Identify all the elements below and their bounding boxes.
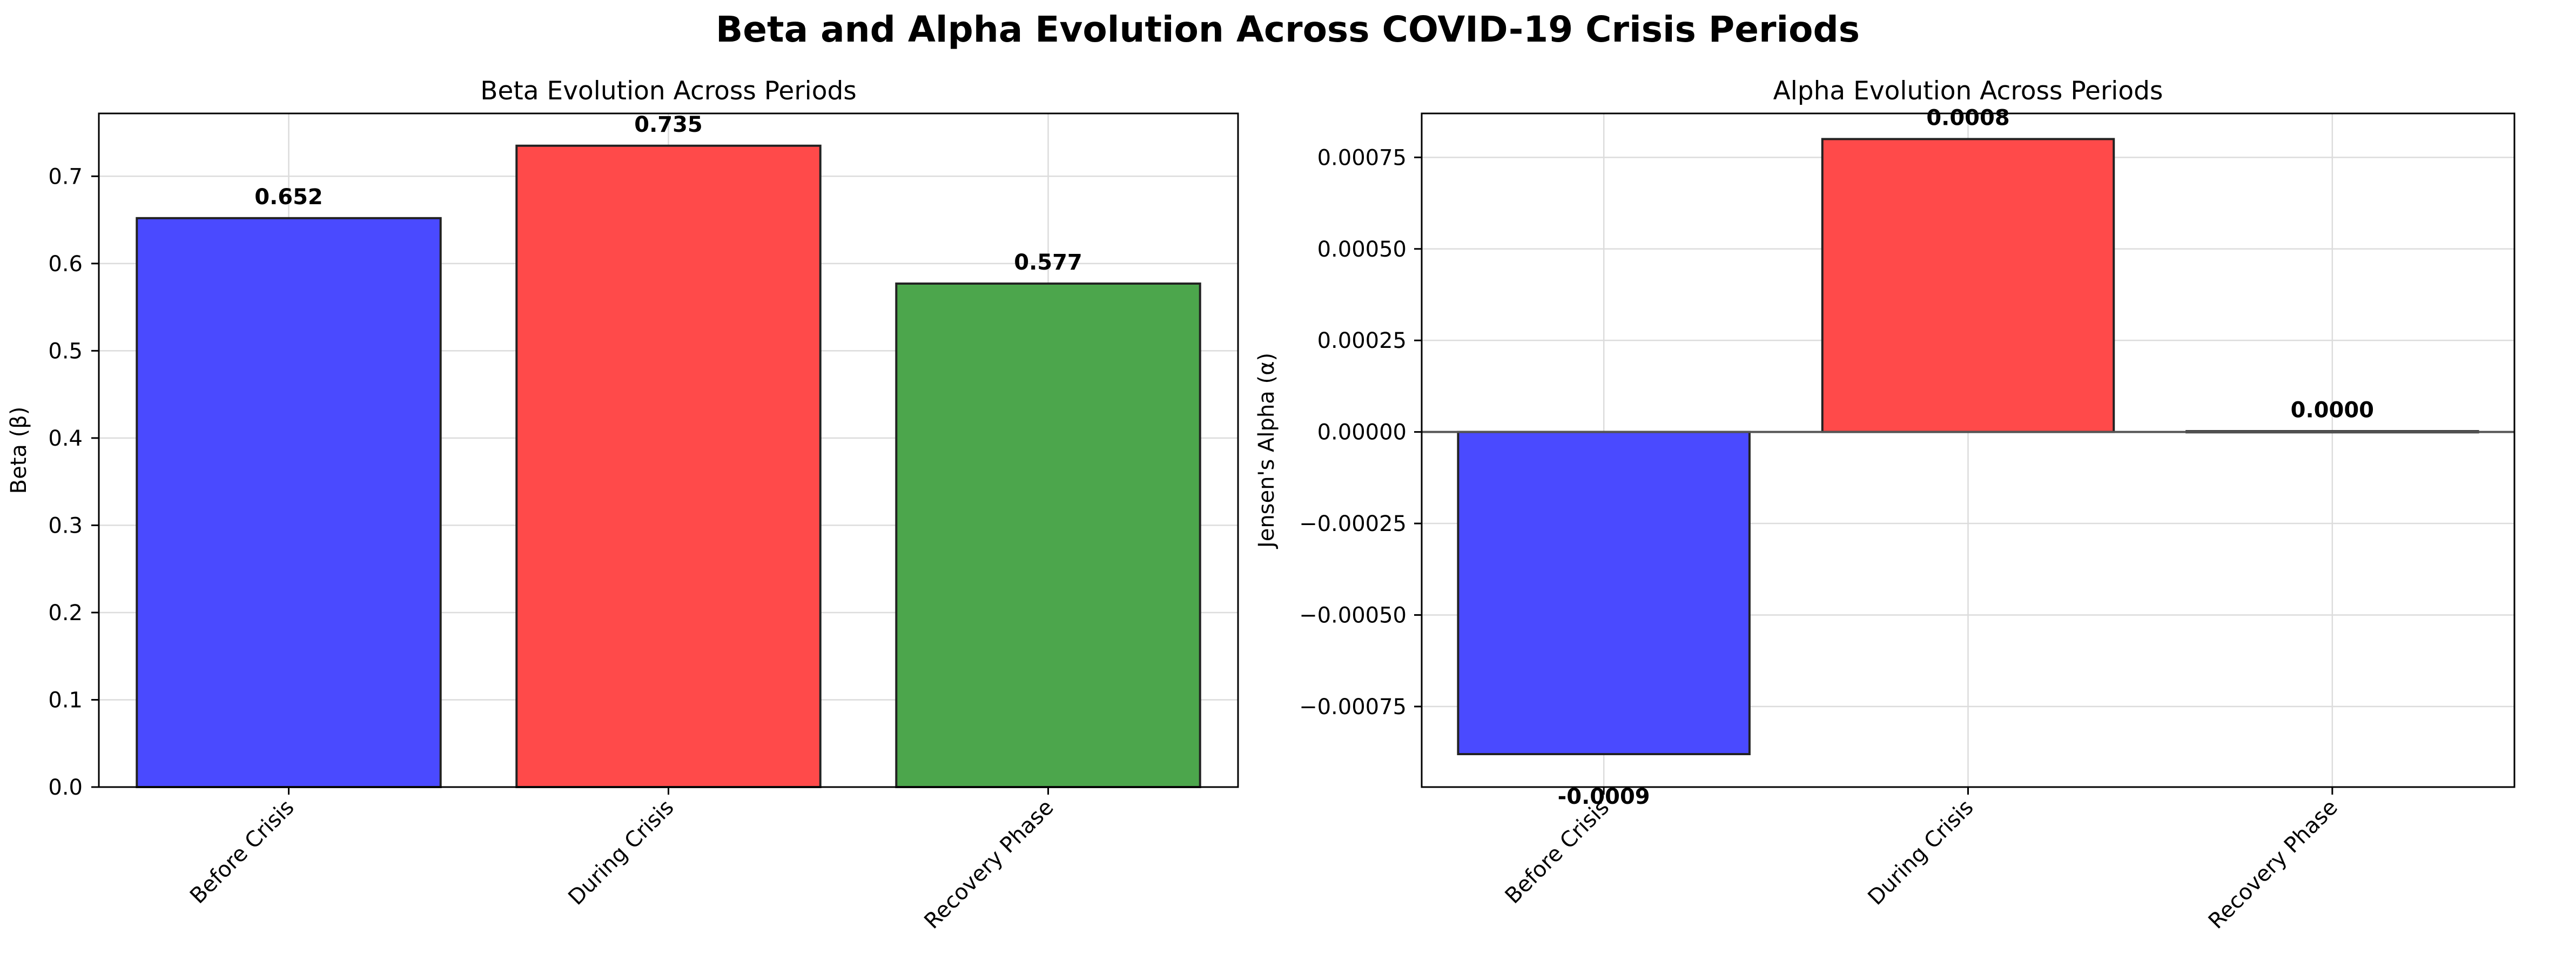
alpha-subplot-title: Alpha Evolution Across Periods [1773,76,2163,106]
bar-during-crisis [1821,138,2115,433]
y-tick-label: 0.7 [48,164,83,189]
bar-recovery-phase [895,282,1201,788]
y-tick-label: 0.4 [48,426,83,451]
value-label: 0.735 [634,112,703,137]
value-label: 0.0000 [2291,398,2374,422]
y-tick-label: 0.3 [48,513,83,538]
y-tick-label: 0.00075 [1317,145,1407,170]
y-tick-label: −0.00075 [1299,695,1407,720]
value-label: 0.577 [1014,250,1082,275]
y-tick-label: −0.00050 [1299,603,1407,628]
y-tick-label: 0.5 [48,339,83,364]
beta-subplot-title: Beta Evolution Across Periods [480,76,857,106]
y-tick-label: −0.00025 [1299,512,1407,536]
bar-before-crisis [1457,431,1751,756]
y-tick-label: 0.00050 [1317,237,1407,262]
value-label: 0.652 [254,185,323,210]
y-tick-label: 0.2 [48,601,83,626]
y-tick-label: 0.00025 [1317,328,1407,353]
y-tick-label: 0.6 [48,252,83,277]
bar-during-crisis [515,144,822,789]
y-tick-label: 0.0 [48,775,83,800]
bar-before-crisis [136,217,442,788]
figure-title: Beta and Alpha Evolution Across COVID-19… [716,9,1860,50]
y-axis-label: Beta (β) [6,407,31,494]
value-label: 0.0008 [1926,105,2009,130]
y-tick-label: 0.1 [48,688,83,713]
y-tick-label: 0.00000 [1317,420,1407,445]
y-axis-label: Jensen's Alpha (α) [1254,353,1279,549]
